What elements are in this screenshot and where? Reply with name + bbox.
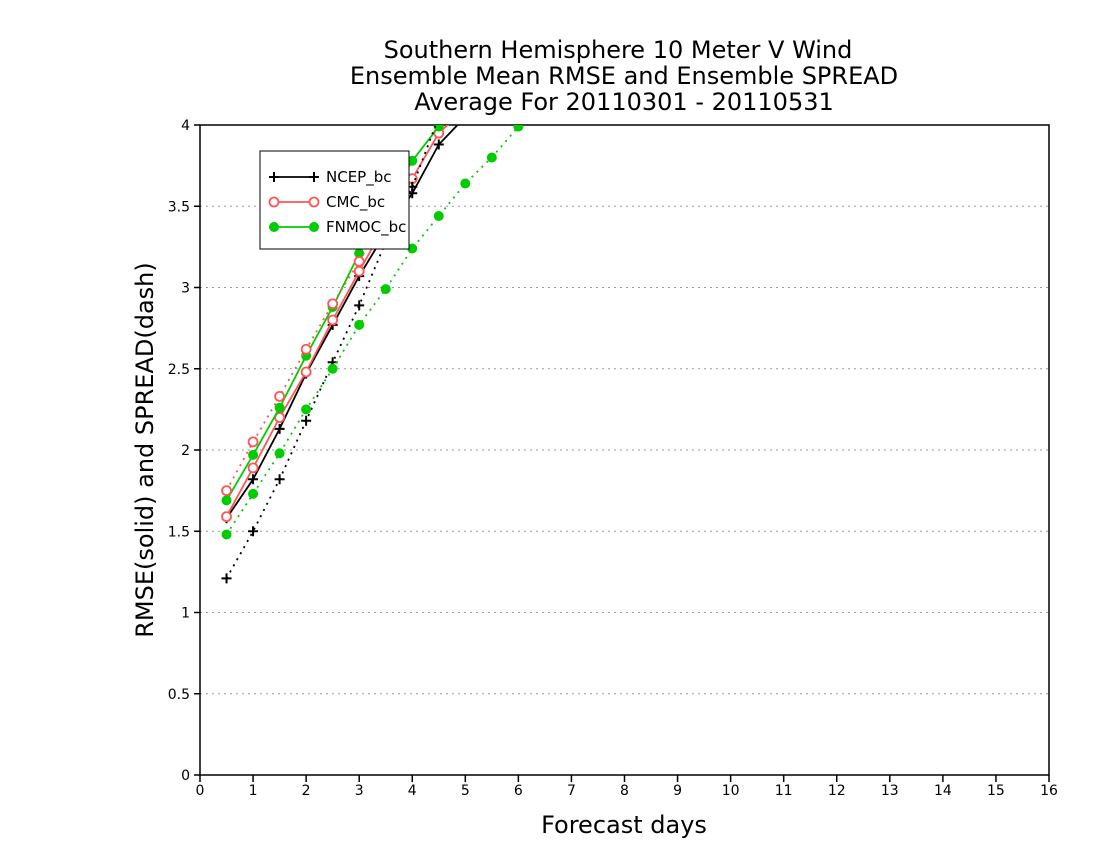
legend-label: FNMOC_bc <box>326 218 406 237</box>
legend: NCEP_bc CMC_bc FNMOC_bc <box>259 150 410 250</box>
x-tick-label: 1 <box>249 783 258 799</box>
data-point <box>327 363 338 374</box>
data-point <box>248 488 259 499</box>
data-point <box>354 300 365 311</box>
legend-item-ncep_bc: NCEP_bc <box>269 168 392 187</box>
x-tick-label: 5 <box>461 783 470 799</box>
title-line-3: Average For 20110301 - 20110531 <box>414 88 834 116</box>
data-point <box>247 436 259 448</box>
data-point <box>460 178 471 189</box>
legend-label: CMC_bc <box>326 193 385 212</box>
series-line <box>225 125 449 518</box>
x-tick-label: 14 <box>934 783 952 799</box>
data-point <box>300 366 312 378</box>
legend-item-fnmoc_bc: FNMOC_bc <box>269 218 406 237</box>
title-line-2: Ensemble Mean RMSE and Ensemble SPREAD <box>350 62 898 90</box>
legend-item-cmc_bc: CMC_bc <box>268 193 385 212</box>
y-tick-label: 3.5 <box>168 199 190 215</box>
data-point <box>221 511 232 523</box>
y-axis-title: RMSE(solid) and SPREAD(dash) <box>131 262 159 638</box>
x-tick-label: 12 <box>828 783 846 799</box>
legend-label: NCEP_bc <box>326 168 392 187</box>
data-point <box>327 298 339 310</box>
x-axis-title: Forecast days <box>541 811 707 839</box>
title-line-1: Southern Hemisphere 10 Meter V Wind <box>384 36 853 64</box>
x-tick-label: 9 <box>673 783 682 799</box>
series-line <box>225 125 443 501</box>
y-tick-label: 3 <box>181 281 190 297</box>
y-tick-label: 4 <box>181 118 190 134</box>
data-point <box>433 139 444 150</box>
legend-box <box>259 150 410 250</box>
data-point <box>353 265 365 277</box>
x-tick-label: 0 <box>196 783 205 799</box>
data-point <box>353 256 365 267</box>
data-point <box>248 449 259 460</box>
data-point <box>327 314 339 326</box>
series-line <box>225 125 459 519</box>
series-fnmoc_bc-spread <box>221 125 524 540</box>
data-point <box>221 529 232 540</box>
legend-marker <box>308 196 320 208</box>
y-tick-label: 2 <box>181 443 190 459</box>
data-point <box>380 284 391 295</box>
data-point <box>433 211 444 221</box>
y-axis-ticks: 0 0.5 1 1.5 2 2.5 3 3.5 4 <box>168 118 200 784</box>
data-point <box>354 319 365 330</box>
x-tick-label: 13 <box>881 783 899 799</box>
x-tick-label: 10 <box>722 783 740 799</box>
legend-marker <box>309 222 319 232</box>
data-point <box>247 462 259 474</box>
x-tick-label: 8 <box>620 783 629 799</box>
data-point <box>300 343 312 355</box>
y-tick-label: 2.5 <box>168 362 190 378</box>
x-tick-label: 3 <box>355 783 364 799</box>
x-tick-label: 4 <box>408 783 417 799</box>
series-cmc_bc-spread <box>221 208 392 497</box>
data-point <box>486 152 497 163</box>
data-point <box>301 415 312 426</box>
data-point <box>301 404 312 415</box>
y-tick-label: 0.5 <box>168 687 190 703</box>
legend-marker <box>268 196 280 208</box>
x-tick-label: 15 <box>987 783 1005 799</box>
data-point <box>274 402 285 413</box>
x-tick-label: 7 <box>567 783 576 799</box>
x-tick-label: 2 <box>302 783 311 799</box>
chart-title: Southern Hemisphere 10 Meter V Wind Ense… <box>350 36 898 116</box>
legend-marker <box>269 172 279 182</box>
data-point <box>248 474 259 485</box>
data-point <box>513 125 524 132</box>
data-point <box>274 390 285 402</box>
data-point <box>221 485 232 497</box>
y-tick-label: 1.5 <box>168 524 190 540</box>
data-point <box>274 474 285 485</box>
x-tick-label: 16 <box>1040 783 1058 799</box>
data-point <box>274 423 285 434</box>
data-point <box>274 448 285 459</box>
data-point <box>221 495 232 506</box>
x-axis-ticks: 0 1 2 3 4 5 6 7 8 9 10 11 12 13 14 15 16 <box>196 775 1058 799</box>
x-tick-label: 11 <box>775 783 793 799</box>
x-tick-label: 6 <box>514 783 523 799</box>
legend-marker <box>269 222 279 232</box>
data-point <box>221 573 232 584</box>
data-point <box>248 526 259 537</box>
y-tick-label: 0 <box>181 768 190 784</box>
y-tick-label: 1 <box>181 606 190 622</box>
legend-marker <box>309 172 319 182</box>
